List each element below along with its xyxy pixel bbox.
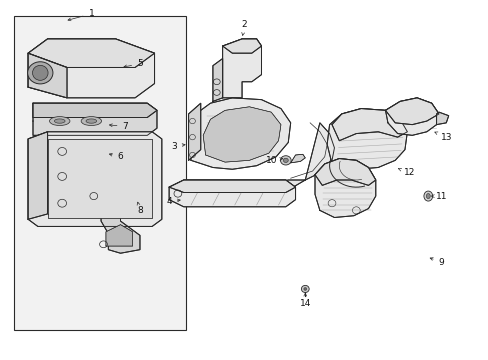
Text: 12: 12 (398, 168, 415, 177)
Polygon shape (188, 98, 290, 169)
Polygon shape (47, 139, 152, 217)
Polygon shape (101, 210, 140, 253)
Ellipse shape (49, 117, 70, 126)
Text: 14: 14 (299, 293, 310, 308)
Polygon shape (28, 132, 162, 226)
Text: 8: 8 (137, 202, 142, 215)
Polygon shape (28, 132, 47, 219)
Polygon shape (106, 225, 132, 246)
Polygon shape (326, 109, 407, 169)
Polygon shape (212, 59, 222, 102)
Polygon shape (203, 107, 281, 162)
Ellipse shape (303, 288, 306, 291)
Text: 13: 13 (434, 132, 451, 141)
Polygon shape (28, 39, 154, 67)
Text: 3: 3 (171, 141, 184, 150)
Polygon shape (188, 103, 201, 160)
Polygon shape (436, 112, 448, 125)
Text: 7: 7 (109, 122, 128, 131)
Polygon shape (169, 180, 295, 193)
Polygon shape (290, 154, 305, 163)
Bar (14, 16, 186, 330)
Polygon shape (281, 123, 334, 187)
Ellipse shape (32, 65, 48, 80)
Text: 6: 6 (109, 152, 123, 161)
Text: 4: 4 (166, 197, 180, 206)
Ellipse shape (81, 117, 102, 126)
Text: 2: 2 (241, 20, 247, 35)
Polygon shape (28, 53, 67, 98)
Ellipse shape (86, 119, 97, 123)
Text: 9: 9 (429, 258, 444, 267)
Polygon shape (33, 103, 157, 117)
Polygon shape (385, 98, 438, 125)
Ellipse shape (54, 119, 65, 123)
Polygon shape (314, 158, 375, 217)
Polygon shape (28, 39, 154, 98)
Ellipse shape (283, 158, 287, 162)
Ellipse shape (426, 194, 429, 199)
Polygon shape (33, 103, 157, 135)
Polygon shape (222, 39, 261, 98)
Polygon shape (222, 39, 261, 53)
Text: 10: 10 (265, 156, 282, 165)
Ellipse shape (280, 156, 290, 165)
Ellipse shape (28, 62, 53, 84)
Text: 11: 11 (430, 192, 446, 201)
Text: 5: 5 (124, 59, 142, 68)
Polygon shape (169, 180, 295, 207)
Polygon shape (385, 98, 438, 135)
Polygon shape (314, 158, 375, 185)
Ellipse shape (423, 191, 432, 201)
Polygon shape (331, 109, 407, 141)
Text: 1: 1 (68, 9, 94, 21)
Ellipse shape (301, 285, 308, 293)
